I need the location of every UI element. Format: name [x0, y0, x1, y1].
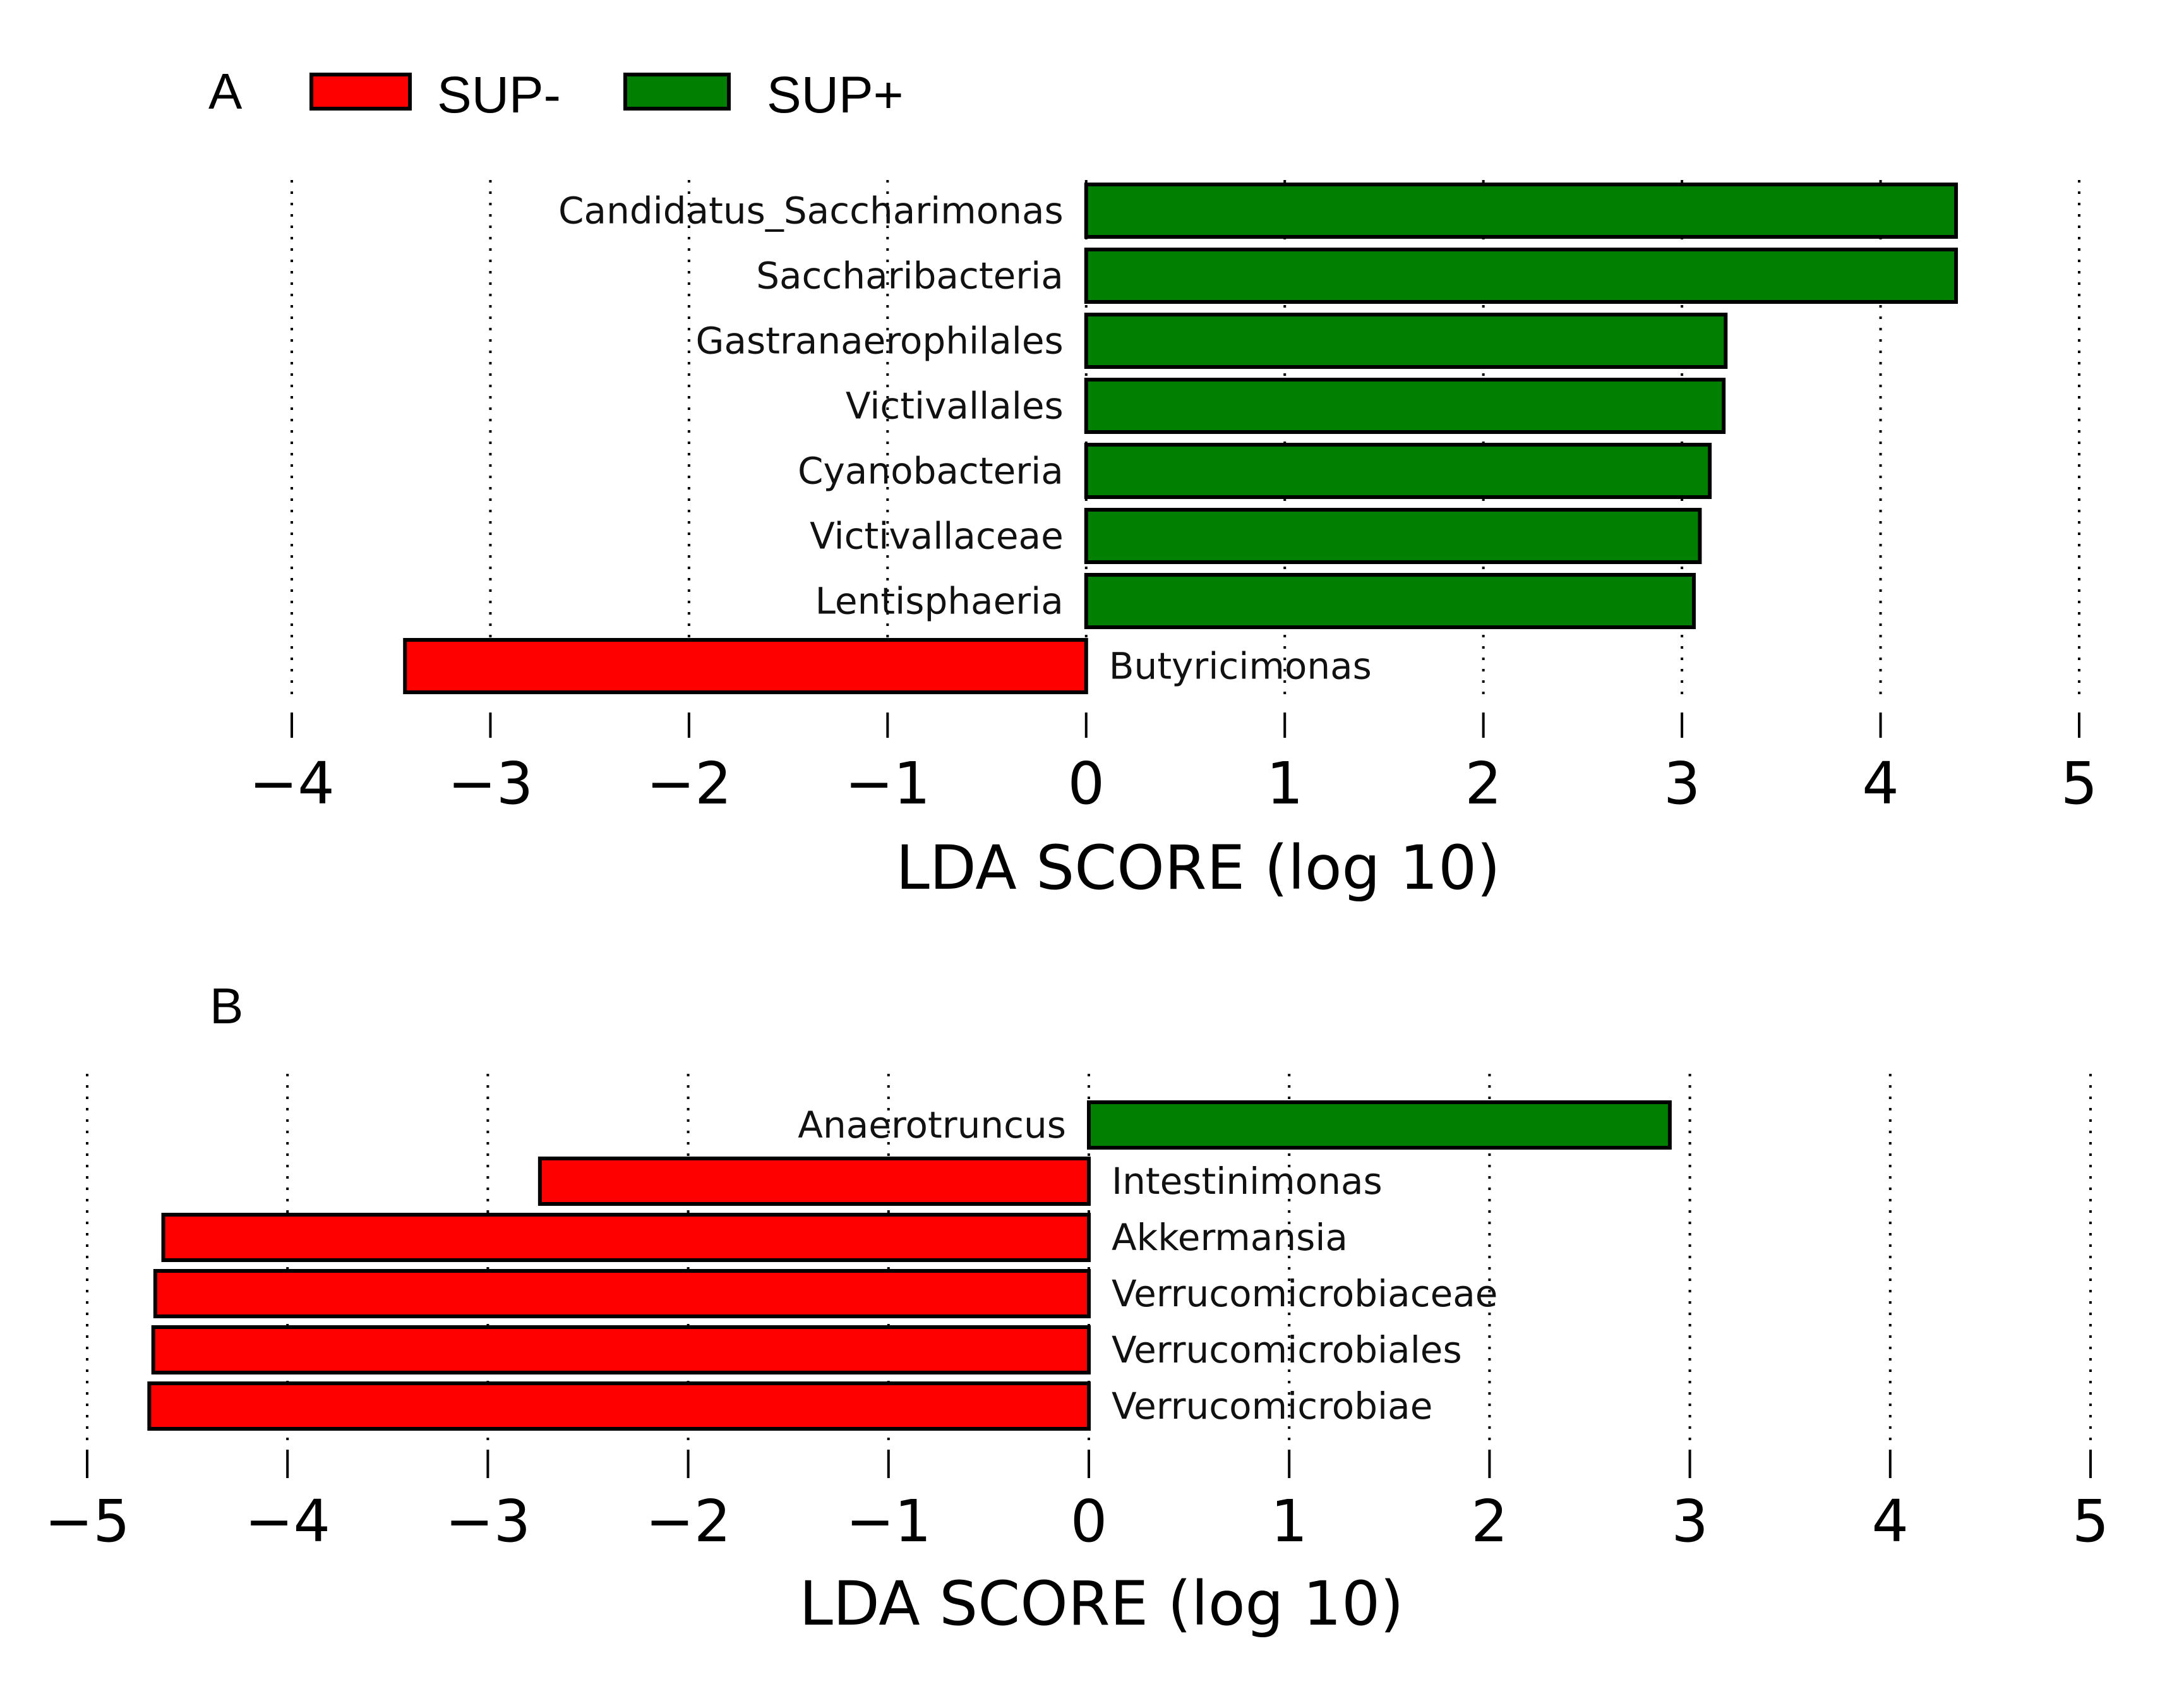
bar-gastranaerophilales: [1084, 313, 1728, 369]
legend-swatch-sup-plus: [623, 73, 731, 111]
x-tick-label-b-1: −4: [244, 1488, 330, 1555]
bar-label-verrucomicrobiae: Verrucomicrobiae: [1112, 1385, 1432, 1428]
chart-panel-b: Anaerotruncus Intestinimonas Akkermansia Ve…: [44, 1074, 2109, 1639]
legend-swatch-sup-minus: [309, 73, 412, 111]
bar-victivallales: [1084, 378, 1726, 434]
bar-saccharibacteria: [1084, 248, 1959, 304]
panel-b-label: B: [210, 978, 243, 1034]
legend: SUP- SUP+: [309, 66, 904, 124]
x-axis-title-b: LDA SCORE (log 10): [799, 1568, 1403, 1639]
legend-label-sup-minus: SUP-: [437, 66, 561, 124]
bar-label-lentisphaeria: Lentisphaeria: [815, 580, 1064, 623]
bar-intestinimonas: [537, 1157, 1091, 1206]
bars-b: Anaerotruncus Intestinimonas Akkermansia Ve…: [147, 1100, 1672, 1431]
bar-anaerotruncus: [1087, 1100, 1672, 1150]
bar-label-gastranaerophilales: Gastranaerophilales: [696, 320, 1064, 363]
bar-victivallaceae: [1084, 508, 1702, 564]
x-tick-label-b-2: −3: [445, 1488, 531, 1555]
bar-label-victivallaceae: Victivallaceae: [810, 515, 1064, 558]
x-tick-label-b-8: 3: [1671, 1488, 1708, 1555]
x-tick-label-a-7: 3: [1664, 750, 1701, 817]
x-axis-title-a: LDA SCORE (log 10): [896, 833, 1500, 903]
bars-a: Candidatus_Saccharimonas Saccharibacteria…: [403, 183, 1959, 694]
bar-label-candidatus-saccharimonas: Candidatus_Saccharimonas: [558, 189, 1064, 232]
bar-label-victivallales: Victivallales: [846, 385, 1064, 428]
bar-cyanobacteria: [1084, 443, 1712, 499]
x-tick-label-a-0: −4: [249, 750, 335, 817]
legend-label-sup-plus: SUP+: [767, 66, 904, 124]
bar-verrucomicrobiaceae: [153, 1269, 1091, 1318]
bar-label-intestinimonas: Intestinimonas: [1112, 1160, 1383, 1203]
x-tick-label-a-9: 5: [2061, 750, 2098, 817]
bar-label-verrucomicrobiales: Verrucomicrobiales: [1112, 1328, 1462, 1371]
x-tick-label-b-7: 2: [1471, 1488, 1508, 1555]
bar-label-cyanobacteria: Cyanobacteria: [798, 450, 1064, 493]
x-tick-label-b-6: 1: [1271, 1488, 1308, 1555]
x-tick-label-b-0: −5: [44, 1488, 130, 1555]
chart-panel-a: Candidatus_Saccharimonas Saccharibacteria…: [249, 180, 2097, 903]
x-tick-label-b-3: −2: [645, 1488, 731, 1555]
x-tick-label-b-10: 5: [2072, 1488, 2109, 1555]
x-tick-label-a-2: −2: [646, 750, 732, 817]
x-tick-label-a-6: 2: [1465, 750, 1502, 817]
bar-verrucomicrobiales: [151, 1325, 1091, 1374]
x-tick-label-b-4: −1: [846, 1488, 932, 1555]
bar-label-akkermansia: Akkermansia: [1112, 1216, 1348, 1259]
bar-verrucomicrobiae: [147, 1381, 1091, 1431]
bar-akkermansia: [161, 1213, 1091, 1262]
x-tick-label-a-8: 4: [1862, 750, 1899, 817]
x-axis-b: −5 −4 −3 −2 −1 0 1 2 3 4 5: [44, 1450, 2109, 1555]
bar-label-butyricimonas: Butyricimonas: [1109, 645, 1372, 688]
x-tick-label-b-5: 0: [1071, 1488, 1108, 1555]
x-tick-label-a-1: −3: [448, 750, 534, 817]
x-tick-label-a-5: 1: [1266, 750, 1304, 817]
bar-label-saccharibacteria: Saccharibacteria: [756, 255, 1064, 298]
x-tick-label-a-4: 0: [1068, 750, 1105, 817]
bar-butyricimonas: [403, 638, 1088, 694]
bar-candidatus-saccharimonas: [1084, 183, 1959, 239]
bar-label-verrucomicrobiaceae: Verrucomicrobiaceae: [1112, 1272, 1498, 1315]
panel-a-label: A: [208, 63, 243, 119]
x-tick-label-b-9: 4: [1872, 1488, 1909, 1555]
bar-label-anaerotruncus: Anaerotruncus: [798, 1104, 1066, 1146]
x-axis-a: −4 −3 −2 −1 0 1 2 3 4 5: [249, 713, 2097, 817]
bar-lentisphaeria: [1084, 573, 1696, 629]
x-tick-label-a-3: −1: [845, 750, 931, 817]
